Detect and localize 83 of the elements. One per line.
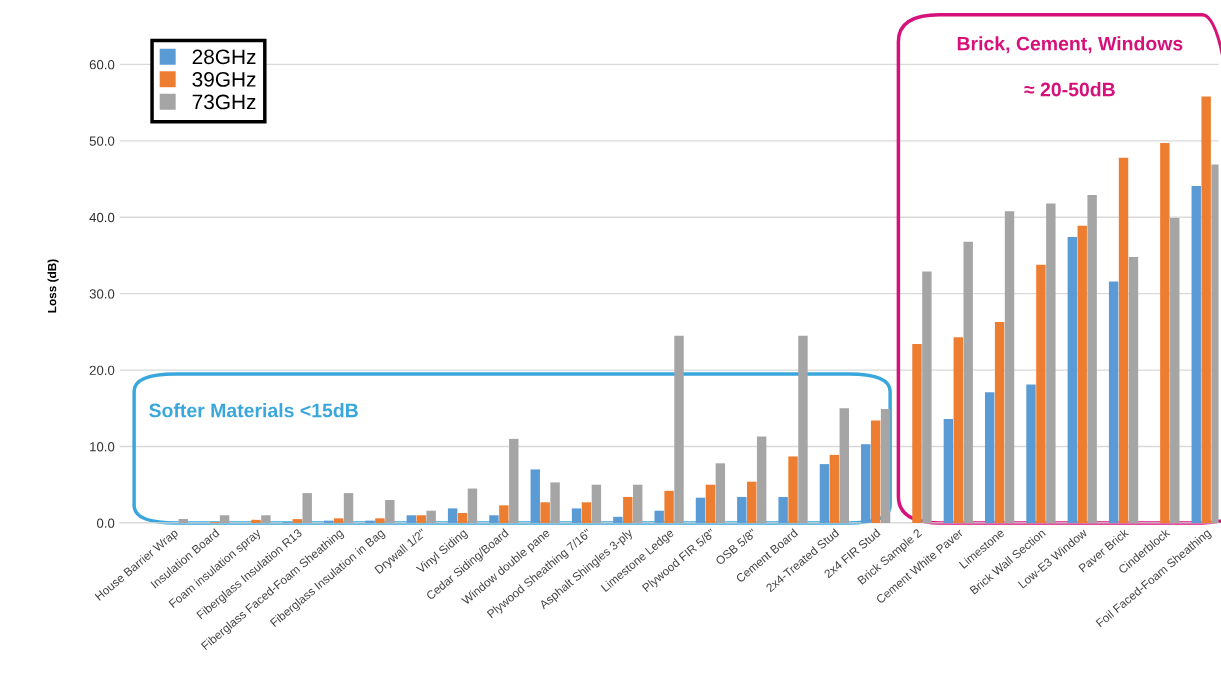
bar: [365, 520, 375, 523]
bar: [829, 454, 840, 523]
bar: [292, 519, 303, 523]
bar: [1128, 256, 1139, 523]
bar: [861, 444, 871, 523]
bar: [953, 337, 963, 523]
bar: [219, 515, 230, 523]
y-tick-label: 30.0: [89, 289, 115, 299]
y-axis-title: Loss (dB): [47, 259, 59, 313]
bar: [963, 241, 973, 523]
bar: [1036, 264, 1046, 523]
bar: [664, 490, 674, 523]
bar: [778, 496, 788, 523]
y-tick-label: 50.0: [89, 136, 115, 146]
bar: [922, 271, 932, 523]
bar: [467, 488, 478, 523]
bar: [457, 512, 468, 523]
annotation: Softer Materials <15dB: [149, 403, 358, 418]
bar: [870, 420, 881, 523]
bar: [550, 482, 560, 523]
annotation: Brick, Cement, Windows: [957, 36, 1183, 54]
bar: [261, 515, 271, 523]
bar: [426, 510, 436, 523]
bar: [447, 508, 458, 523]
bar: [1004, 211, 1015, 523]
bar: [613, 516, 623, 523]
annotation: ≈ 20-50dB: [1024, 82, 1115, 97]
bar: [819, 464, 830, 523]
bar: [705, 484, 716, 523]
bar: [509, 438, 519, 523]
bar: [1160, 143, 1170, 523]
legend-label: 73GHz: [192, 94, 256, 110]
bar: [788, 456, 798, 523]
bar: [251, 519, 261, 523]
bar: [416, 515, 426, 523]
bar: [1077, 225, 1087, 523]
bar: [1026, 384, 1036, 523]
bar: [747, 481, 757, 523]
bar: [943, 418, 954, 523]
bar: [343, 493, 354, 523]
bar: [178, 519, 188, 523]
bar: [1067, 237, 1078, 523]
bar: [695, 497, 706, 523]
legend-label: 39GHz: [192, 72, 256, 87]
bar: [591, 484, 602, 523]
bar: [302, 493, 312, 523]
bar: [1191, 185, 1201, 523]
bar: [499, 505, 509, 523]
bar: [571, 508, 582, 523]
bar: [540, 502, 550, 523]
bar: [880, 409, 891, 523]
legend-label: 28GHz: [192, 49, 256, 65]
bar: [333, 518, 344, 523]
bar: [581, 502, 592, 523]
bar: [1170, 218, 1180, 523]
bar: [756, 436, 767, 523]
y-tick-label: 20.0: [89, 365, 115, 375]
bar: [375, 518, 385, 523]
bar: [798, 335, 808, 523]
bar: [1087, 195, 1097, 523]
bar: [1211, 164, 1219, 523]
bar: [385, 500, 395, 523]
y-tick-label: 0.0: [96, 518, 115, 528]
bar: [994, 321, 1005, 523]
bar: [715, 463, 726, 523]
bar: [1201, 96, 1211, 523]
bar: [984, 392, 995, 523]
y-tick-label: 60.0: [89, 59, 115, 70]
bar: [674, 335, 684, 523]
bar: [623, 496, 633, 523]
bar: [1108, 281, 1119, 523]
bar: [1046, 203, 1056, 523]
bar: [912, 344, 922, 523]
y-tick-label: 10.0: [90, 442, 115, 452]
bar: [1118, 157, 1129, 523]
bar: [654, 510, 664, 523]
bar: [530, 469, 540, 523]
bar: [406, 515, 417, 523]
y-tick-label: 40.0: [89, 212, 115, 223]
bar: [489, 515, 499, 523]
bar: [839, 408, 849, 523]
bar: [737, 496, 747, 523]
bar: [633, 484, 643, 523]
